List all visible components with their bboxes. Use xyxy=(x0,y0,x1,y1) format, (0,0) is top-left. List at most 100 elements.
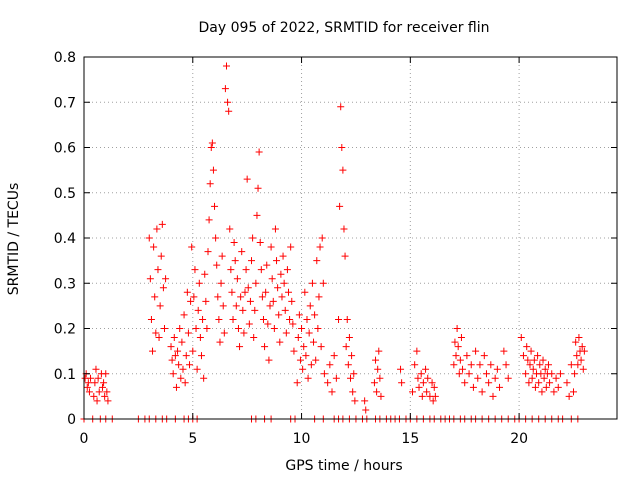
data-point xyxy=(457,334,465,342)
data-point xyxy=(100,379,108,387)
data-point xyxy=(563,379,571,387)
data-point xyxy=(307,361,315,369)
data-point xyxy=(232,302,240,310)
data-point xyxy=(104,397,112,405)
data-point xyxy=(517,334,525,342)
data-point xyxy=(523,343,531,351)
x-tick-label: 15 xyxy=(401,431,419,447)
data-point xyxy=(579,365,587,373)
data-point xyxy=(171,352,179,360)
data-point xyxy=(546,379,554,387)
data-point xyxy=(249,234,257,242)
data-point xyxy=(288,297,296,305)
data-point xyxy=(575,334,583,342)
data-point xyxy=(370,379,378,387)
axis-ticks xyxy=(83,56,617,420)
data-point xyxy=(174,347,182,355)
data-point xyxy=(472,347,480,355)
data-point xyxy=(428,379,436,387)
data-point xyxy=(228,288,236,296)
data-point xyxy=(227,266,235,274)
data-point xyxy=(244,284,252,292)
data-point xyxy=(225,107,233,115)
data-point xyxy=(311,311,319,319)
data-point xyxy=(266,302,274,310)
data-point xyxy=(168,356,176,364)
data-point xyxy=(256,239,264,247)
data-point xyxy=(411,361,419,369)
data-point xyxy=(157,252,165,260)
data-point xyxy=(397,365,405,373)
data-point xyxy=(176,325,184,332)
data-point xyxy=(214,293,222,301)
data-point xyxy=(361,397,369,405)
data-point xyxy=(101,392,109,400)
data-point xyxy=(211,202,219,210)
data-point xyxy=(461,379,469,387)
data-point xyxy=(281,306,289,314)
data-point xyxy=(569,388,577,396)
data-point xyxy=(578,343,586,351)
data-point xyxy=(567,361,575,369)
data-point xyxy=(269,297,277,305)
data-point xyxy=(330,352,338,360)
data-point xyxy=(182,352,190,360)
data-point xyxy=(316,243,324,251)
data-point xyxy=(373,388,381,396)
data-point xyxy=(531,383,539,391)
data-point xyxy=(275,311,283,319)
data-point xyxy=(220,329,228,337)
data-point xyxy=(241,288,249,296)
data-point xyxy=(455,370,463,378)
data-point xyxy=(221,85,229,93)
data-point xyxy=(308,279,316,287)
data-point xyxy=(248,257,256,265)
data-point xyxy=(413,347,421,355)
data-point xyxy=(191,266,199,274)
chart-title: Day 095 of 2022, SRMTID for receiver fli… xyxy=(199,20,490,36)
data-point xyxy=(419,379,427,387)
data-point xyxy=(528,374,536,382)
data-point xyxy=(175,361,183,369)
data-point xyxy=(318,234,326,242)
data-point xyxy=(200,374,208,382)
data-point xyxy=(376,374,384,382)
data-point xyxy=(351,397,359,405)
data-point xyxy=(469,383,477,391)
data-point xyxy=(204,248,212,256)
data-point xyxy=(303,315,311,323)
data-point xyxy=(534,352,542,360)
data-point xyxy=(418,392,426,400)
data-point xyxy=(264,320,272,328)
data-point xyxy=(345,334,353,342)
data-point xyxy=(196,334,204,342)
x-tick-label: 5 xyxy=(188,431,197,447)
data-point xyxy=(187,297,195,305)
data-point xyxy=(215,315,223,323)
y-axis-label: SRMTID / TECUs xyxy=(6,183,22,296)
data-point xyxy=(530,356,538,364)
data-point xyxy=(85,388,93,396)
data-point xyxy=(450,361,458,369)
data-point xyxy=(205,216,213,224)
data-point xyxy=(262,288,270,296)
y-tick-labels: 0 0.1 0.2 0.3 0.4 0.5 0.6 0.7 0.8 xyxy=(54,50,76,428)
data-point xyxy=(496,383,504,391)
data-point xyxy=(502,361,510,369)
data-point xyxy=(234,325,242,332)
data-point xyxy=(548,370,556,378)
data-point xyxy=(226,225,234,233)
data-point xyxy=(335,315,343,323)
data-point xyxy=(222,62,230,70)
data-point xyxy=(337,103,345,111)
data-point xyxy=(286,315,294,323)
data-point xyxy=(243,175,251,183)
data-point xyxy=(500,347,508,355)
data-point xyxy=(296,356,304,364)
data-point xyxy=(504,374,512,382)
data-point xyxy=(267,243,275,251)
data-point xyxy=(423,388,431,396)
data-point xyxy=(240,329,248,337)
data-point xyxy=(556,370,564,378)
data-point xyxy=(261,343,269,351)
